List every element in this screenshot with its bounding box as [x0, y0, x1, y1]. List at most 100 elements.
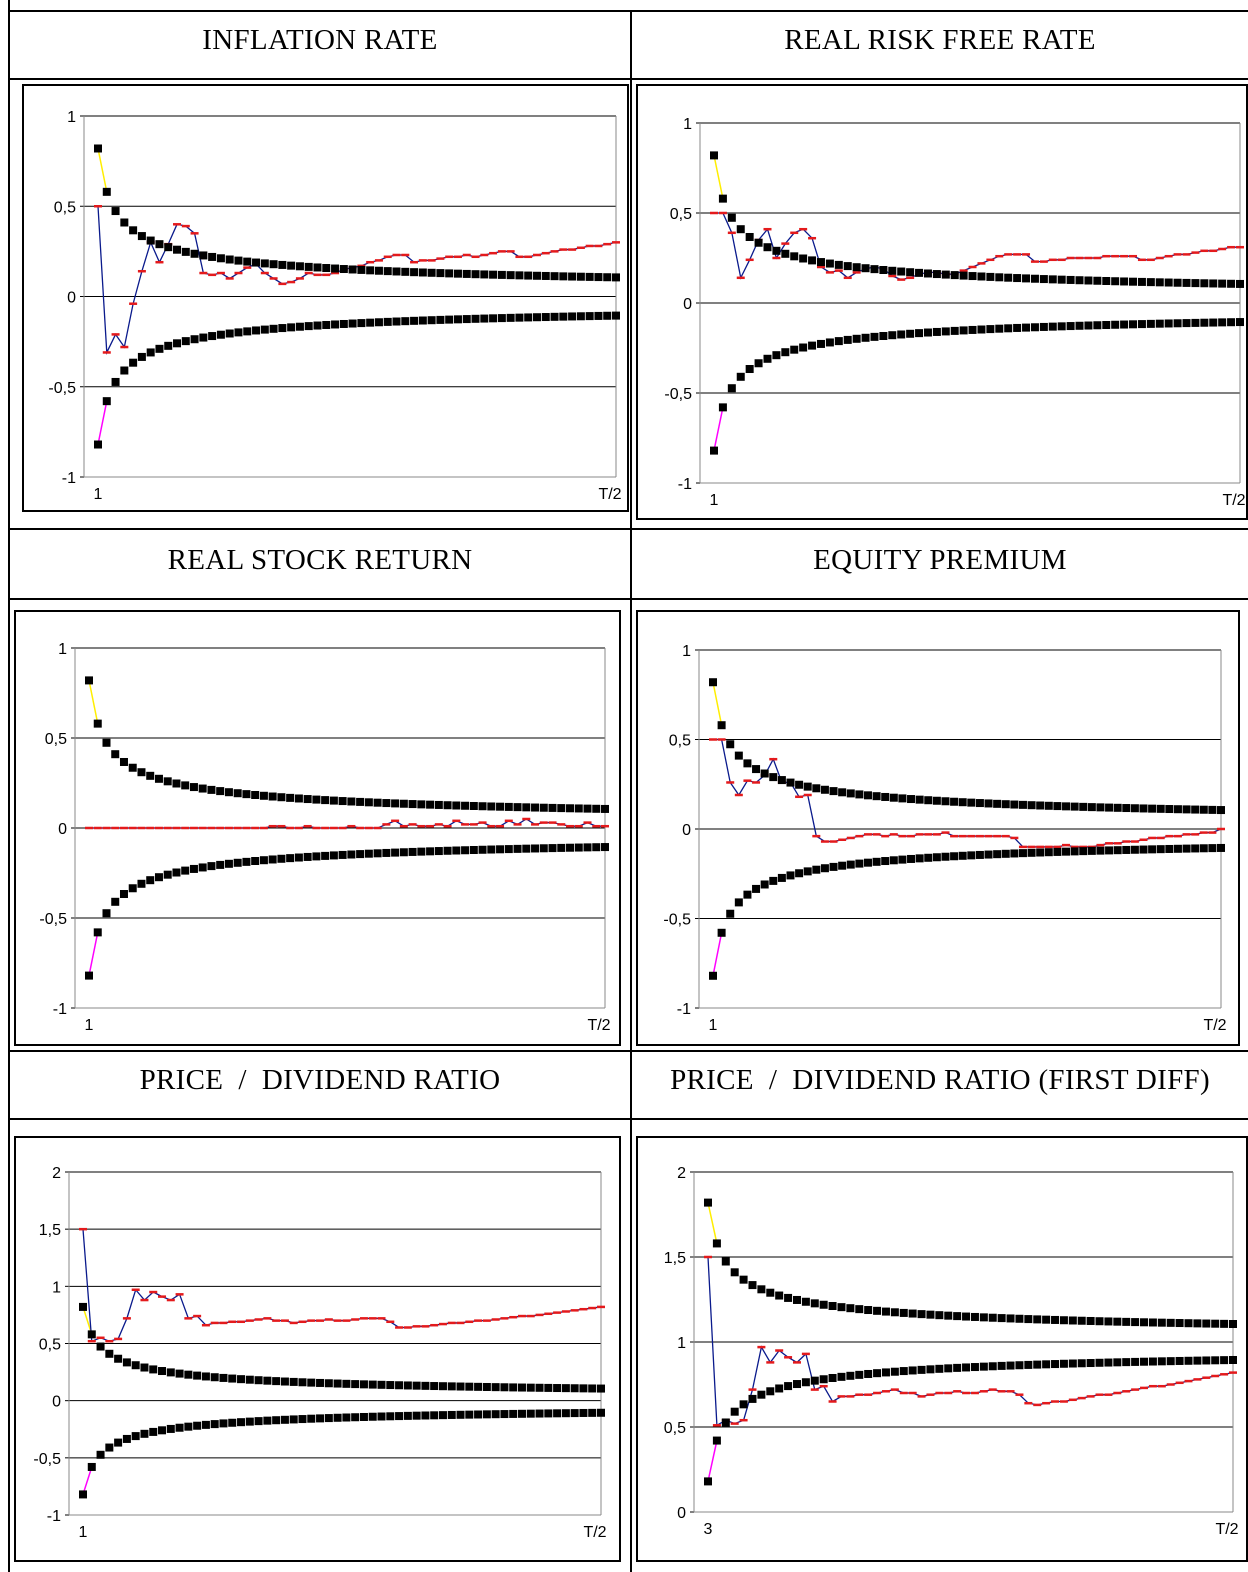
- lower-band-point: [862, 334, 870, 342]
- upper-band-point: [837, 1303, 845, 1311]
- x-tick-label-end: T/2: [598, 486, 621, 503]
- upper-band-point: [844, 262, 852, 270]
- y-tick-label: 0,5: [54, 199, 76, 216]
- upper-band-point: [1058, 276, 1066, 284]
- upper-band-point: [129, 226, 137, 234]
- lower-band-point: [360, 1413, 368, 1421]
- lower-band-point: [515, 314, 523, 322]
- lower-band-point: [971, 1363, 979, 1371]
- lower-band-point: [103, 397, 111, 405]
- lower-band-point: [342, 1414, 350, 1422]
- lower-band-point: [864, 1370, 872, 1378]
- x-tick-label-start: 3: [704, 1521, 713, 1538]
- upper-band-point: [709, 678, 717, 686]
- upper-band-point: [826, 260, 834, 268]
- lower-band-point: [234, 328, 242, 336]
- upper-band-point: [252, 259, 260, 267]
- upper-band-point: [357, 266, 365, 274]
- lower-band-point: [821, 864, 829, 872]
- lower-band-point: [804, 867, 812, 875]
- upper-band-point: [1176, 1319, 1184, 1327]
- upper-band-point: [594, 273, 602, 281]
- upper-band-point: [1183, 279, 1191, 287]
- y-tick-label: -1: [62, 470, 76, 487]
- lower-band-point: [855, 860, 863, 868]
- lower-band-point: [158, 1426, 166, 1434]
- lower-band-point: [786, 871, 794, 879]
- y-tick-label: 1: [52, 1279, 61, 1296]
- lower-band-point: [298, 1415, 306, 1423]
- lower-band-point: [409, 848, 417, 856]
- upper-band-point: [1236, 280, 1244, 288]
- upper-band-point: [879, 266, 887, 274]
- upper-band-point: [838, 788, 846, 796]
- upper-band-point: [184, 1371, 192, 1379]
- upper-band-point: [942, 271, 950, 279]
- lower-band-point: [1062, 848, 1070, 856]
- upper-band-point: [1227, 280, 1235, 288]
- lower-band-point: [1069, 1360, 1077, 1368]
- lower-band-point: [1007, 1362, 1015, 1370]
- lower-band-point: [900, 1367, 908, 1375]
- lower-band-point: [870, 333, 878, 341]
- lower-band-point: [269, 855, 277, 863]
- lower-band-point: [316, 1414, 324, 1422]
- upper-band-point: [1028, 801, 1036, 809]
- upper-band-point: [766, 1289, 774, 1297]
- upper-band-point: [190, 783, 198, 791]
- upper-band-point: [1007, 1314, 1015, 1322]
- upper-band-point: [193, 1372, 201, 1380]
- lower-band-point: [500, 1410, 508, 1418]
- upper-band-point: [1104, 1317, 1112, 1325]
- upper-band-point: [817, 258, 825, 266]
- lower-band-point: [536, 1410, 544, 1418]
- lower-band-point: [312, 852, 320, 860]
- lower-band-point: [307, 1415, 315, 1423]
- upper-band-point: [365, 798, 373, 806]
- lower-band-point: [1036, 849, 1044, 857]
- lower-band-point: [430, 1411, 438, 1419]
- upper-band-point: [812, 784, 820, 792]
- lower-band-point: [386, 1412, 394, 1420]
- upper-band-point: [588, 1384, 596, 1392]
- upper-band-point: [176, 1370, 184, 1378]
- lower-band-point: [1140, 1358, 1148, 1366]
- lower-band-point: [149, 1428, 157, 1436]
- lower-band-point: [795, 869, 803, 877]
- chart-1: 10,50-0,5-11 T/2: [664, 116, 1245, 509]
- upper-band-point: [1218, 280, 1226, 288]
- lower-band-point: [1183, 319, 1191, 327]
- lower-band-point: [393, 318, 401, 326]
- upper-band-point: [492, 1383, 500, 1391]
- lower-band-point: [980, 1363, 988, 1371]
- upper-band-point: [752, 765, 760, 773]
- upper-band-point: [820, 1301, 828, 1309]
- lower-band-point: [1211, 1356, 1219, 1364]
- upper-band-point: [575, 804, 583, 812]
- upper-band-point: [1156, 278, 1164, 286]
- upper-band-point: [804, 783, 812, 791]
- lower-band-point: [829, 1374, 837, 1382]
- upper-band-point: [524, 272, 532, 280]
- upper-band-point: [321, 796, 329, 804]
- upper-band-point: [1076, 276, 1084, 284]
- upper-band-point: [1140, 1318, 1148, 1326]
- lower-band-point: [855, 1371, 863, 1379]
- lower-band-point: [167, 1425, 175, 1433]
- lower-band-point: [584, 843, 592, 851]
- lower-band-point: [1051, 1360, 1059, 1368]
- y-tick-label: 0,5: [45, 731, 67, 748]
- upper-band-point: [290, 1378, 298, 1386]
- upper-band-point: [1096, 1317, 1104, 1325]
- upper-band-point: [140, 1364, 148, 1372]
- lower-band-point: [1156, 320, 1164, 328]
- lower-band-point: [826, 338, 834, 346]
- upper-band-point: [242, 790, 250, 798]
- lower-band-point: [553, 1409, 561, 1417]
- lower-band-point: [365, 850, 373, 858]
- lower-band-point: [830, 863, 838, 871]
- upper-band-point: [566, 804, 574, 812]
- lower-band-point: [1022, 324, 1030, 332]
- upper-band-point: [536, 1384, 544, 1392]
- upper-band-point: [304, 795, 312, 803]
